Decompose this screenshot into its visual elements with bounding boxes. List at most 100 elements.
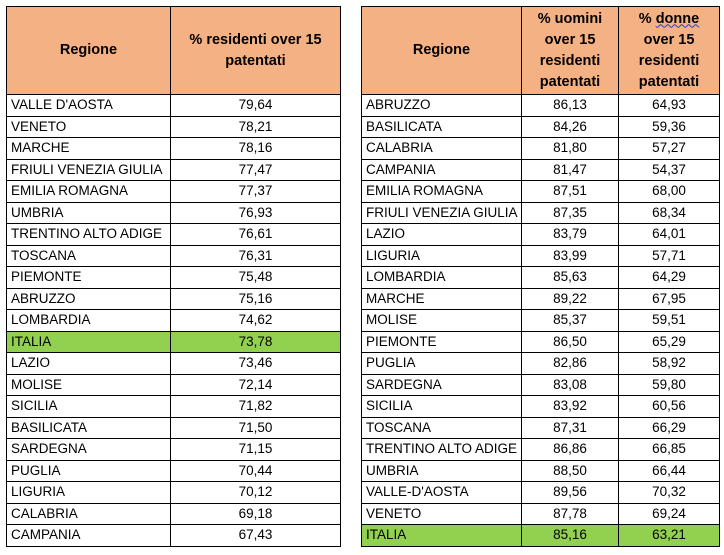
region-cell: TRENTINO ALTO ADIGE (6, 223, 171, 246)
table-row: MARCHE 78,16 (6, 137, 341, 160)
value-cell: 78,16 (170, 137, 341, 160)
header-line: % donne (619, 9, 719, 30)
table-row: SARDEGNA 71,15 (6, 438, 341, 461)
value-cell: 66,44 (618, 459, 720, 482)
region-cell: CAMPANIA (6, 524, 171, 547)
value-cell: 76,93 (170, 201, 341, 224)
table-row: TRENTINO ALTO ADIGE 76,61 (6, 223, 341, 246)
value-cell: 87,51 (521, 180, 619, 203)
region-cell: PUGLIA (361, 352, 522, 375)
value-cell: 54,37 (618, 158, 720, 181)
value-cell: 84,26 (521, 115, 619, 138)
header-line: residenti (638, 52, 700, 69)
region-cell: CALABRIA (361, 137, 522, 160)
region-cell: LIGURIA (6, 481, 171, 504)
table-row: UMBRIA 88,50 66,44 (361, 459, 720, 482)
value-cell: 70,44 (170, 459, 341, 482)
value-cell: 85,37 (521, 309, 619, 332)
table-row: FRIULI VENEZIA GIULIA 87,35 68,34 (361, 201, 720, 224)
value-cell: 86,50 (521, 330, 619, 353)
region-cell: MOLISE (361, 309, 522, 332)
table-row: VALLE D'AOSTA 79,64 (6, 94, 341, 117)
region-cell: FRIULI VENEZIA GIULIA (6, 158, 171, 181)
table-row: LAZIO 73,46 (6, 352, 341, 375)
value-cell: 67,95 (618, 287, 720, 310)
header-uomini-patentati: % uomini over 15 residenti patentati (521, 6, 619, 95)
region-cell: MARCHE (361, 287, 522, 310)
table-row: TOSCANA 76,31 (6, 244, 341, 267)
table-row: LOMBARDIA 74,62 (6, 309, 341, 332)
value-cell: 85,63 (521, 266, 619, 289)
value-cell: 75,48 (170, 266, 341, 289)
value-cell: 83,92 (521, 395, 619, 418)
table-row: MARCHE 89,22 67,95 (361, 287, 720, 310)
value-cell: 85,16 (521, 524, 619, 547)
value-cell: 64,01 (618, 223, 720, 246)
region-cell: CALABRIA (6, 502, 171, 525)
table-row: TOSCANA 87,31 66,29 (361, 416, 720, 439)
table-row: VENETO 87,78 69,24 (361, 502, 720, 525)
value-cell: 89,22 (521, 287, 619, 310)
region-cell: PIEMONTE (361, 330, 522, 353)
table-row: MOLISE 72,14 (6, 373, 341, 396)
value-cell: 82,86 (521, 352, 619, 375)
value-cell: 60,56 (618, 395, 720, 418)
value-cell: 78,21 (170, 115, 341, 138)
value-cell: 64,93 (618, 94, 720, 117)
table-row: PUGLIA 82,86 58,92 (361, 352, 720, 375)
value-cell: 87,35 (521, 201, 619, 224)
spellcheck-word: donne (655, 10, 700, 27)
value-cell: 57,27 (618, 137, 720, 160)
left-table: Regione % residenti over 15 patentati VA… (6, 6, 341, 547)
table-row: SICILIA 83,92 60,56 (361, 395, 720, 418)
region-cell: VALLE-D'AOSTA (361, 481, 522, 504)
right-header-row: Regione % uomini over 15 residenti paten… (361, 6, 720, 95)
value-cell: 76,31 (170, 244, 341, 267)
region-cell: ITALIA (6, 330, 171, 353)
header-regione: Regione (361, 6, 522, 95)
value-cell: 83,79 (521, 223, 619, 246)
value-cell: 57,71 (618, 244, 720, 267)
value-cell: 67,43 (170, 524, 341, 547)
right-table: Regione % uomini over 15 residenti paten… (361, 6, 720, 547)
value-cell: 73,78 (170, 330, 341, 353)
table-row: LAZIO 83,79 64,01 (361, 223, 720, 246)
region-cell: SARDEGNA (6, 438, 171, 461)
header-line: over 15 (643, 31, 695, 48)
table-row: BASILICATA 84,26 59,36 (361, 115, 720, 138)
table-row: EMILIA ROMAGNA 87,51 68,00 (361, 180, 720, 203)
value-cell: 65,29 (618, 330, 720, 353)
value-cell: 69,24 (618, 502, 720, 525)
region-cell: MARCHE (6, 137, 171, 160)
value-cell: 64,29 (618, 266, 720, 289)
region-cell: EMILIA ROMAGNA (361, 180, 522, 203)
value-cell: 86,13 (521, 94, 619, 117)
header-line: over 15 (544, 31, 596, 48)
value-cell: 66,29 (618, 416, 720, 439)
header-regione: Regione (6, 6, 171, 95)
region-cell: MOLISE (6, 373, 171, 396)
region-cell: ABRUZZO (361, 94, 522, 117)
table-row: TRENTINO ALTO ADIGE 86,86 66,85 (361, 438, 720, 461)
value-cell: 70,12 (170, 481, 341, 504)
table-row: LIGURIA 83,99 57,71 (361, 244, 720, 267)
region-cell: VENETO (6, 115, 171, 138)
value-cell: 59,51 (618, 309, 720, 332)
table-row: SICILIA 71,82 (6, 395, 341, 418)
value-cell: 73,46 (170, 352, 341, 375)
table-row: LIGURIA 70,12 (6, 481, 341, 504)
value-cell: 59,36 (618, 115, 720, 138)
value-cell: 74,62 (170, 309, 341, 332)
value-cell: 68,00 (618, 180, 720, 203)
region-cell: LAZIO (361, 223, 522, 246)
table-row: PUGLIA 70,44 (6, 459, 341, 482)
region-cell: BASILICATA (6, 416, 171, 439)
value-cell: 59,80 (618, 373, 720, 396)
header-line: residenti (539, 52, 601, 69)
region-cell: TOSCANA (361, 416, 522, 439)
region-cell: SARDEGNA (361, 373, 522, 396)
table-row: PIEMONTE 75,48 (6, 266, 341, 289)
value-cell: 63,21 (618, 524, 720, 547)
header-line: patentati (539, 73, 601, 90)
value-cell: 89,56 (521, 481, 619, 504)
